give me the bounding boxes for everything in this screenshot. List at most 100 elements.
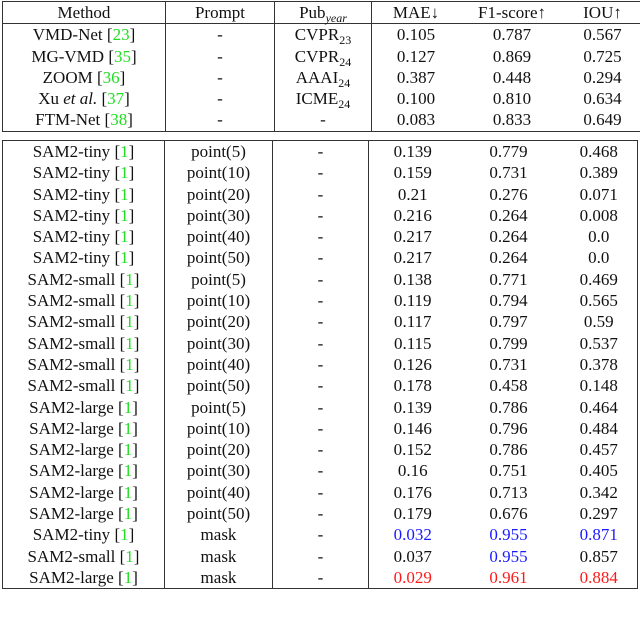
method-cell: SAM2-large [1] [2, 396, 165, 418]
citation-link[interactable]: 1 [120, 163, 129, 183]
iou-cell: 0.071 [579, 184, 618, 204]
citation-link[interactable]: 1 [125, 333, 134, 353]
citation-link[interactable]: 35 [113, 46, 131, 66]
method-cell: SAM2-tiny [1] [2, 226, 165, 248]
method-name: SAM2-small [27, 354, 116, 374]
f1-cell: 0.448 [492, 67, 532, 87]
citation-link[interactable]: 1 [125, 376, 134, 396]
method-cell: VMD-Net [23] [2, 23, 166, 46]
mae-cell: 0.037 [393, 546, 432, 566]
mae-cell: 0.176 [393, 482, 432, 502]
citation-link[interactable]: 23 [112, 25, 130, 45]
f1-cell: 0.794 [489, 291, 528, 311]
table-row: SAM2-small [1] point(10) - 0.119 0.794 0.565 [2, 290, 638, 312]
mae-cell: 0.029 [393, 567, 432, 587]
f1-cell: 0.796 [489, 418, 528, 438]
prompt-cell: point(20) [164, 311, 273, 333]
prompt-cell: point(40) [164, 226, 273, 248]
citation-link[interactable]: 1 [120, 205, 129, 225]
iou-cell: 0.342 [579, 482, 618, 502]
pub-cell: - [272, 268, 369, 291]
f1-cell: 0.786 [489, 440, 528, 460]
pub-cell: - [272, 545, 369, 567]
mae-cell: 0.127 [396, 46, 436, 66]
citation-link[interactable]: 1 [125, 291, 134, 311]
method-name: FTM-Net [35, 110, 101, 130]
method-name: ZOOM [42, 67, 93, 87]
table-row: SAM2-tiny [1] point(30) - 0.216 0.264 0.008 [2, 204, 638, 227]
method-cell: SAM2-tiny [1] [2, 162, 165, 184]
f1-cell: 0.751 [489, 461, 528, 481]
iou-cell: 0.378 [579, 354, 618, 374]
method-name: SAM2-tiny [32, 227, 111, 247]
iou-cell: 0.537 [579, 333, 618, 353]
pub-cell: - [272, 226, 369, 248]
citation-link[interactable]: 38 [110, 110, 128, 130]
citation-link[interactable]: 1 [125, 312, 134, 332]
citation-link[interactable]: 1 [123, 567, 133, 587]
table-row: SAM2-small [1] mask - 0.037 0.955 0.857 [2, 545, 638, 567]
table-row: SAM2-large [1] point(50) - 0.179 0.676 0.297 [2, 503, 638, 525]
iou-cell: 0.59 [583, 312, 614, 332]
prompt-cell: point(10) [164, 417, 273, 440]
mae-cell: 0.178 [393, 376, 432, 396]
mae-cell: 0.032 [393, 525, 432, 545]
method-cell: FTM-Net [38] [2, 109, 166, 132]
method-name: SAM2-large [29, 567, 114, 587]
citation-link[interactable]: 1 [120, 248, 129, 268]
table-row: SAM2-small [1] point(50) - 0.178 0.458 0.148 [2, 375, 638, 397]
citation-link[interactable]: 1 [125, 354, 134, 374]
table-row: SAM2-tiny [1] point(50) - 0.217 0.264 0.0 [2, 247, 638, 269]
results-table-prior-methods: Method Prompt Pubyear MAE↓ F1-score↑ IOU… [2, 1, 640, 132]
citation-link[interactable]: 1 [123, 461, 133, 481]
method-name: MG-VMD [31, 46, 105, 66]
citation-link[interactable]: 1 [123, 440, 133, 460]
col-header-pub: Pubyear [274, 1, 372, 25]
iou-cell: 0.484 [579, 418, 618, 438]
citation-link[interactable]: 1 [120, 184, 129, 204]
citation-link[interactable]: 37 [107, 89, 125, 109]
pub-cell: - [272, 353, 369, 376]
mae-cell: 0.216 [393, 205, 432, 225]
citation-link[interactable]: 1 [123, 418, 133, 438]
table-row: SAM2-small [1] point(20) - 0.117 0.797 0.59 [2, 311, 638, 333]
table-row: SAM2-tiny [1] point(40) - 0.217 0.264 0.0 [2, 226, 638, 248]
method-cell: SAM2-tiny [1] [2, 183, 165, 205]
pub-cell: - [272, 204, 369, 227]
iou-cell: 0.405 [579, 461, 618, 481]
mae-cell: 0.105 [396, 25, 436, 45]
prompt-cell: point(30) [164, 332, 273, 354]
iou-cell: 0.565 [579, 291, 618, 311]
citation-link[interactable]: 1 [125, 269, 134, 289]
citation-link[interactable]: 1 [123, 397, 133, 417]
mae-cell: 0.159 [393, 163, 432, 183]
pub-venue: ICME [295, 89, 339, 109]
mae-cell: 0.117 [393, 312, 432, 332]
citation-link[interactable]: 1 [120, 227, 129, 247]
f1-cell: 0.779 [489, 142, 528, 161]
citation-link[interactable]: 36 [102, 67, 120, 87]
mae-cell: 0.217 [393, 227, 432, 247]
citation-link[interactable]: 1 [123, 504, 133, 524]
prompt-cell: point(10) [164, 162, 273, 184]
method-name: SAM2-large [29, 440, 114, 460]
prompt-cell: point(20) [164, 439, 273, 461]
pub-cell: - [272, 524, 369, 546]
citation-link[interactable]: 1 [123, 482, 133, 502]
method-cell: SAM2-small [1] [2, 311, 165, 333]
method-cell: SAM2-small [1] [2, 268, 165, 291]
pub-cell: CVPR23 [274, 23, 372, 46]
citation-link[interactable]: 1 [125, 546, 134, 566]
pub-cell: - [272, 162, 369, 184]
method-name: SAM2-large [29, 418, 114, 438]
f1-cell: 0.797 [489, 312, 528, 332]
table-row: SAM2-tiny [1] mask - 0.032 0.955 0.871 [2, 524, 638, 546]
citation-link[interactable]: 1 [120, 142, 129, 161]
f1-cell: 0.264 [489, 248, 528, 268]
f1-cell: 0.955 [489, 525, 528, 545]
method-name: SAM2-tiny [32, 525, 111, 545]
table-row: MG-VMD [35] - CVPR24 0.127 0.869 0.725 [2, 45, 640, 68]
citation-link[interactable]: 1 [120, 525, 129, 545]
method-name: SAM2-small [27, 376, 116, 396]
method-name: SAM2-small [27, 546, 116, 566]
